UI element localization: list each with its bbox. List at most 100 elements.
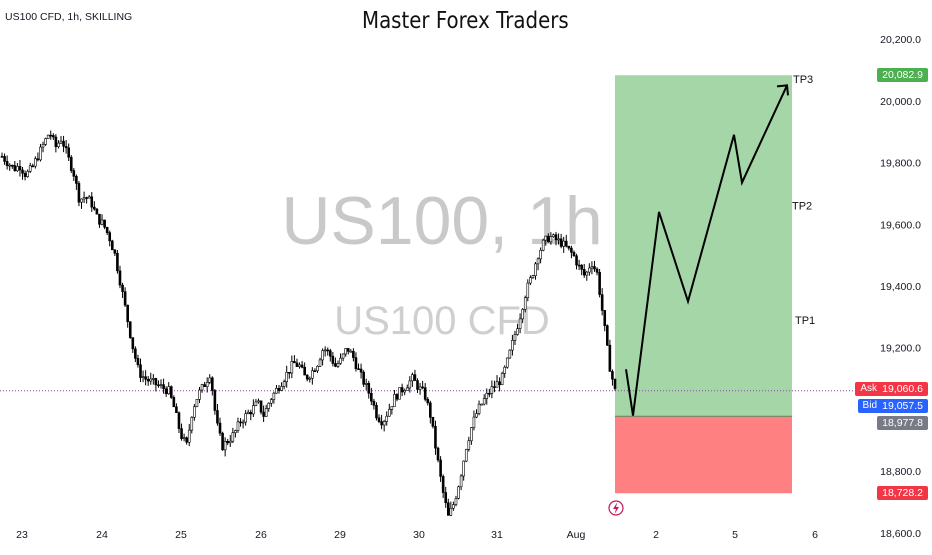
candle — [408, 380, 412, 389]
y-tick-label: 19,200.0 — [880, 343, 921, 355]
candle — [285, 372, 288, 382]
candle — [593, 266, 596, 270]
candle — [162, 384, 165, 390]
candle — [146, 379, 150, 382]
candle — [423, 387, 427, 400]
candle — [552, 234, 555, 237]
candle — [141, 376, 145, 379]
candle — [134, 348, 137, 359]
candle — [244, 413, 247, 423]
candle — [467, 440, 471, 450]
candle — [488, 392, 491, 395]
candle — [157, 384, 160, 387]
projection-path — [625, 84, 788, 416]
watermark-symbol: US100, 1h — [281, 183, 602, 259]
candle — [249, 411, 253, 415]
candle — [136, 358, 140, 365]
lightning-icon[interactable] — [608, 500, 624, 516]
candle — [85, 197, 88, 199]
candle — [144, 376, 147, 380]
candle — [362, 371, 365, 385]
candle — [211, 377, 214, 391]
candle — [590, 266, 594, 269]
candle — [172, 397, 176, 408]
candle — [3, 156, 6, 162]
candle — [557, 238, 560, 241]
candle — [321, 350, 324, 361]
x-tick-label: 5 — [732, 529, 738, 541]
candle — [270, 399, 273, 404]
candle — [516, 328, 519, 335]
candle — [62, 140, 65, 147]
candle — [452, 504, 455, 509]
candle — [205, 381, 209, 388]
candle — [8, 164, 11, 167]
candle — [267, 402, 271, 409]
candle — [334, 363, 337, 367]
candle — [303, 366, 306, 376]
candle — [105, 226, 109, 233]
candle — [598, 271, 601, 295]
candle — [570, 247, 573, 253]
watermark-instrument: US100 CFD — [334, 299, 550, 343]
stop-zone[interactable] — [615, 416, 792, 494]
candlestick-series — [0, 130, 617, 517]
candle — [434, 425, 437, 449]
y-tick-label: 19,600.0 — [880, 219, 921, 231]
candle — [564, 240, 568, 247]
y-tick-label: 18,600.0 — [880, 528, 921, 540]
candle — [59, 140, 63, 144]
x-tick-label: 30 — [413, 529, 425, 541]
candle — [470, 427, 473, 442]
candle — [216, 410, 219, 424]
candle — [459, 475, 463, 488]
candle — [595, 268, 599, 273]
candle — [308, 377, 312, 380]
x-axis[interactable]: 23 24 25 26 29 30 31 Aug 2 5 6 — [16, 529, 818, 541]
candle — [472, 416, 476, 428]
candle — [39, 146, 42, 161]
candle — [380, 421, 383, 426]
candle — [511, 340, 514, 351]
candle — [41, 144, 45, 148]
candle — [126, 304, 129, 323]
candle — [449, 507, 453, 516]
candle — [272, 392, 276, 400]
candle — [31, 165, 35, 168]
candle — [490, 386, 494, 394]
candle — [177, 412, 181, 429]
candle — [426, 399, 430, 404]
candle — [185, 437, 188, 443]
candle — [10, 164, 14, 167]
candle — [503, 366, 507, 374]
x-tick-label: 31 — [491, 529, 503, 541]
candle — [57, 142, 60, 147]
candle — [193, 406, 196, 418]
candle — [182, 437, 186, 439]
candle — [444, 492, 448, 504]
candle — [152, 378, 155, 380]
candle — [482, 398, 486, 405]
candle — [195, 399, 199, 408]
tp2-label: TP2 — [792, 201, 812, 213]
candle — [436, 447, 440, 461]
candle — [613, 378, 617, 389]
candle — [175, 406, 178, 413]
stop-price-tag: 18,728.2 — [877, 486, 928, 501]
candle — [318, 359, 322, 367]
candle — [446, 502, 450, 516]
candle — [359, 368, 363, 373]
candle — [462, 460, 465, 477]
candle — [454, 498, 458, 505]
candle — [131, 337, 135, 350]
candle — [298, 364, 301, 367]
candle — [577, 264, 581, 267]
tp1-label: TP1 — [795, 315, 815, 327]
y-axis[interactable]: 20,200.0 20,000.0 19,800.0 19,600.0 19,400.0… — [880, 34, 921, 540]
candle — [518, 318, 522, 330]
candle — [377, 417, 381, 422]
candle — [113, 249, 117, 254]
candle — [508, 349, 512, 359]
